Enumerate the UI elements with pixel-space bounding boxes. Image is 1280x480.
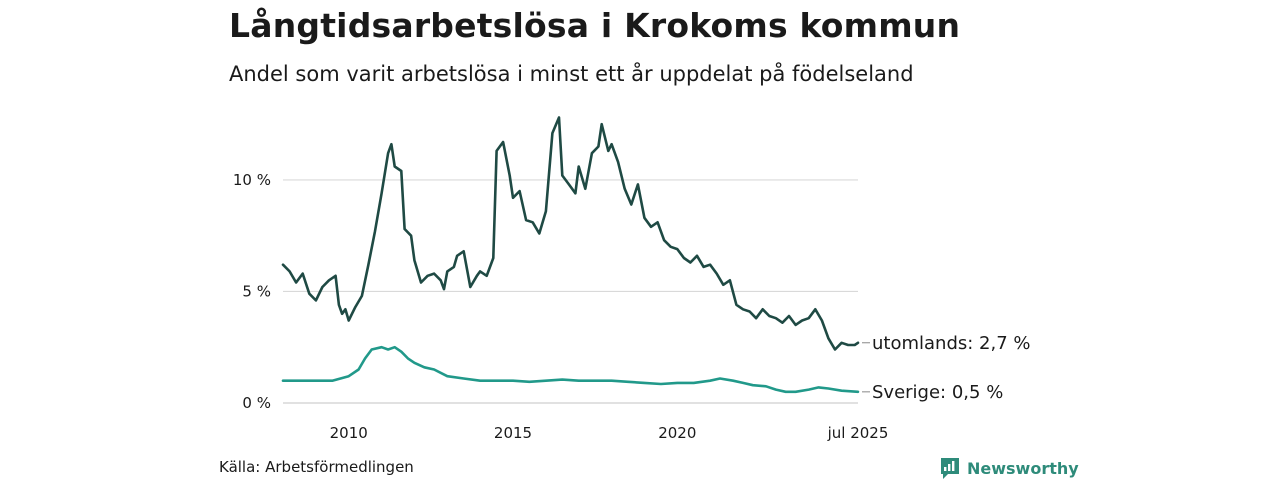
- brand-name: Newsworthy: [967, 458, 1079, 478]
- end-label-utomlands: utomlands: 2,7 %: [872, 333, 1031, 354]
- series-lines: [281, 116, 860, 394]
- chart-subtitle: Andel som varit arbetslösa i minst ett å…: [229, 62, 914, 86]
- end-label-Sverige: Sverige: 0,5 %: [872, 382, 1003, 403]
- y-tick-label: 10 %: [233, 171, 271, 189]
- x-tick-label: 2020: [658, 424, 696, 442]
- x-tick-label: 2010: [330, 424, 368, 442]
- newsworthy-logo-icon: [941, 458, 959, 479]
- source-note: Källa: Arbetsförmedlingen: [219, 458, 414, 476]
- y-tick-label: 5 %: [242, 282, 271, 300]
- brand-logo: Newsworthy: [939, 456, 1079, 480]
- series-line-utomlands: [281, 116, 860, 351]
- chart-title: Långtidsarbetslösa i Krokoms kommun: [229, 6, 961, 45]
- grid-lines: [283, 179, 858, 404]
- y-axis-ticks: 0 % 5 % 10 %: [233, 171, 271, 412]
- x-tick-label: jul 2025: [827, 424, 889, 442]
- end-labels: utomlands: 2,7 % Sverige: 0,5 %: [862, 333, 1031, 403]
- x-tick-label: 2015: [494, 424, 532, 442]
- x-axis-ticks: 2010 2015 2020 jul 2025: [330, 424, 889, 442]
- series-line-Sverige: [281, 345, 860, 394]
- y-tick-label: 0 %: [242, 394, 271, 412]
